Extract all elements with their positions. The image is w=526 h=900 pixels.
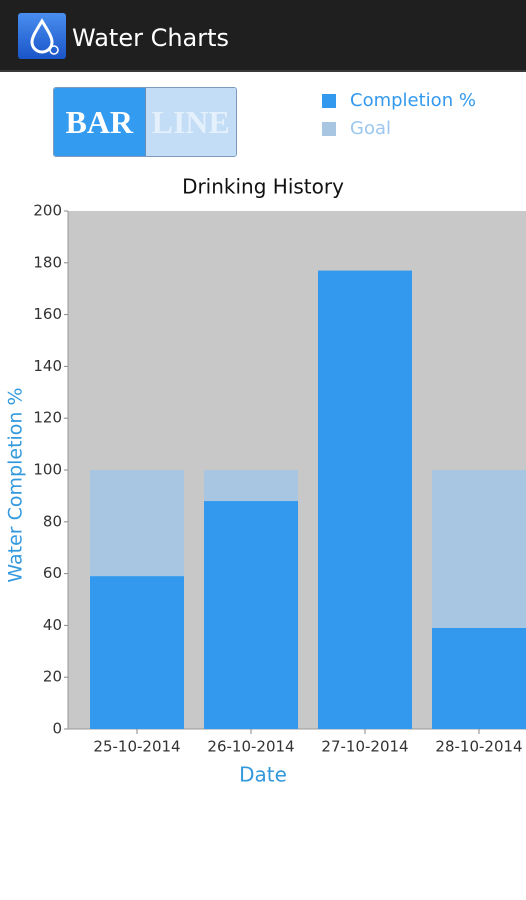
bar <box>318 270 412 729</box>
legend-swatch <box>322 94 336 108</box>
chart-title: Drinking History <box>182 175 344 199</box>
y-axis-label: Water Completion % <box>5 387 27 582</box>
bar <box>204 501 298 729</box>
y-tick-label: 140 <box>33 357 62 375</box>
legend-label: Goal <box>350 118 391 139</box>
y-tick-label: 80 <box>43 512 62 530</box>
y-tick-label: 60 <box>43 564 62 582</box>
legend-label: Completion % <box>350 90 476 111</box>
y-tick-label: 0 <box>52 720 62 738</box>
bar <box>432 627 526 729</box>
line-toggle[interactable]: LINE <box>145 88 236 156</box>
y-tick-label: 40 <box>43 616 62 634</box>
app-icon <box>18 13 66 59</box>
bar <box>90 576 184 729</box>
legend-swatch <box>322 122 336 136</box>
bar <box>90 470 184 729</box>
app-title: Water Charts <box>72 24 230 52</box>
y-tick-label: 160 <box>33 305 62 323</box>
y-tick-label: 200 <box>33 202 62 220</box>
x-tick-label: 28-10-2014 <box>435 738 522 756</box>
app-bar: Water Charts <box>0 0 526 72</box>
plot-background <box>68 211 526 729</box>
x-axis-label: Date <box>239 763 287 787</box>
x-tick-label: 25-10-2014 <box>93 738 180 756</box>
y-tick-label: 20 <box>43 668 62 686</box>
bar <box>318 470 412 729</box>
bar <box>204 470 298 729</box>
y-tick-label: 100 <box>33 461 62 479</box>
icon-drop <box>30 18 59 55</box>
bar-toggle[interactable]: BAR <box>54 88 146 156</box>
bar <box>432 470 526 729</box>
x-tick-label: 27-10-2014 <box>321 738 408 756</box>
bars <box>90 270 526 729</box>
y-tick-label: 120 <box>33 409 62 427</box>
y-tick-label: 180 <box>33 253 62 271</box>
x-tick-label: 26-10-2014 <box>207 738 294 756</box>
chart-toggle: BAR LINE <box>53 87 237 157</box>
